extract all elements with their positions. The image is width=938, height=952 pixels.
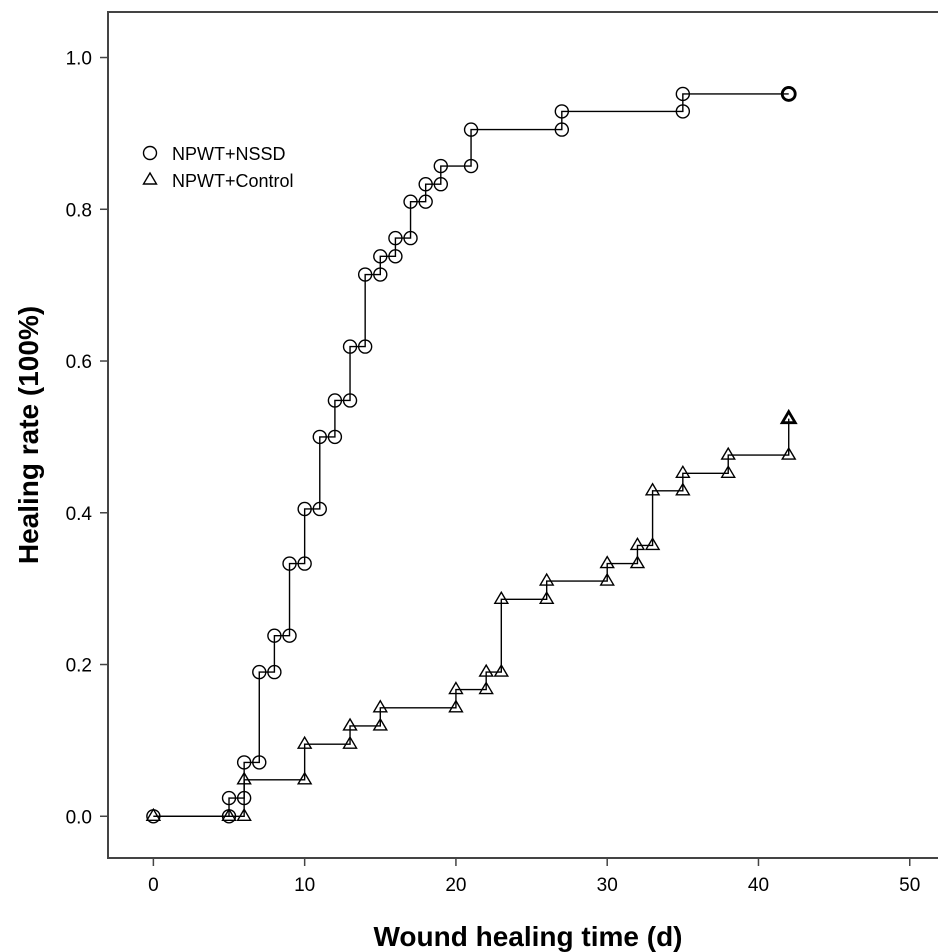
data-point-npwt-control bbox=[493, 663, 510, 677]
data-point-npwt-nssd bbox=[463, 158, 479, 174]
data-point-npwt-nssd bbox=[282, 628, 297, 643]
y-tick-label: 0.2 bbox=[66, 656, 92, 677]
series-lines bbox=[153, 93, 790, 817]
data-point-npwt-nssd bbox=[357, 267, 373, 282]
data-point-npwt-nssd bbox=[675, 86, 691, 102]
data-point-npwt-control bbox=[236, 771, 252, 785]
data-point-npwt-nssd bbox=[373, 267, 388, 282]
data-point-npwt-nssd bbox=[433, 158, 448, 174]
data-point-npwt-nssd bbox=[282, 556, 297, 571]
data-point-npwt-nssd bbox=[433, 177, 448, 192]
series-line-npwt-control bbox=[153, 418, 790, 817]
data-point-npwt-nssd bbox=[312, 429, 327, 445]
data-point-npwt-nssd bbox=[327, 393, 343, 408]
data-point-npwt-nssd bbox=[554, 122, 570, 137]
data-point-npwt-nssd bbox=[675, 104, 691, 119]
data-point-npwt-nssd bbox=[267, 664, 282, 680]
data-point-npwt-nssd bbox=[418, 177, 433, 192]
data-point-npwt-nssd bbox=[373, 249, 388, 264]
data-point-npwt-nssd bbox=[236, 790, 252, 806]
data-point-npwt-control bbox=[675, 482, 691, 496]
y-tick-label: 0.4 bbox=[66, 504, 93, 525]
data-point-npwt-control bbox=[342, 717, 358, 731]
data-point-npwt-control bbox=[221, 807, 237, 821]
data-point-npwt-control bbox=[644, 537, 661, 551]
x-axis-title: Wound healing time (d) bbox=[373, 921, 682, 952]
data-point-npwt-control bbox=[720, 464, 736, 479]
data-point-npwt-nssd bbox=[221, 790, 237, 806]
data-point-npwt-control bbox=[296, 735, 313, 749]
data-point-npwt-control bbox=[644, 482, 661, 496]
data-point-npwt-control bbox=[342, 735, 358, 749]
legend-label-npwt-control: NPWT+Control bbox=[172, 171, 294, 191]
data-point-npwt-control bbox=[599, 555, 615, 569]
series-line-npwt-nssd bbox=[153, 93, 789, 817]
y-tick-label: 0.8 bbox=[66, 200, 92, 221]
data-point-npwt-nssd bbox=[463, 122, 479, 137]
data-point-npwt-control bbox=[538, 572, 555, 586]
data-point-npwt-nssd bbox=[327, 429, 343, 445]
x-tick-label: 10 bbox=[294, 875, 315, 896]
data-point-npwt-nssd bbox=[342, 393, 358, 408]
data-point-npwt-control bbox=[236, 807, 252, 821]
data-point-npwt-nssd bbox=[312, 501, 327, 517]
x-tick-label: 0 bbox=[148, 875, 159, 896]
data-point-npwt-nssd bbox=[342, 339, 358, 354]
data-point-npwt-nssd bbox=[388, 249, 403, 264]
data-point-npwt-control bbox=[448, 681, 464, 695]
data-point-npwt-nssd bbox=[297, 556, 312, 571]
data-point-npwt-control bbox=[448, 699, 464, 713]
series-markers bbox=[145, 86, 798, 824]
x-tick-label: 30 bbox=[597, 875, 618, 896]
data-point-npwt-control bbox=[296, 771, 313, 785]
data-point-npwt-control bbox=[372, 699, 389, 713]
legend-marker-npwt-nssd bbox=[142, 145, 158, 161]
data-point-npwt-control bbox=[538, 590, 555, 604]
data-point-npwt-control bbox=[599, 572, 615, 586]
x-tick-label: 40 bbox=[748, 875, 769, 896]
data-point-npwt-control bbox=[372, 717, 389, 731]
y-tick-label: 0.6 bbox=[66, 352, 92, 373]
data-point-npwt-control bbox=[720, 446, 736, 460]
data-point-npwt-control bbox=[629, 555, 646, 569]
y-tick-label: 1.0 bbox=[66, 49, 92, 70]
data-point-npwt-nssd bbox=[297, 501, 312, 517]
censored-point-npwt-nssd bbox=[780, 86, 797, 102]
data-point-npwt-nssd bbox=[403, 194, 418, 209]
axis-ticks: 0 10 20 30 40 50 0.0 0.2 0.4 0.6 0.8 1.0 bbox=[66, 49, 921, 896]
data-point-npwt-nssd bbox=[403, 230, 418, 246]
data-point-npwt-control bbox=[629, 537, 646, 551]
data-point-npwt-nssd bbox=[252, 664, 267, 680]
data-point-npwt-control bbox=[478, 663, 494, 677]
data-point-npwt-nssd bbox=[267, 628, 282, 643]
data-point-npwt-control bbox=[675, 464, 691, 479]
data-point-npwt-nssd bbox=[388, 230, 403, 246]
data-point-npwt-nssd bbox=[252, 755, 267, 770]
data-point-npwt-nssd bbox=[357, 339, 373, 354]
data-point-npwt-nssd bbox=[554, 104, 570, 119]
legend-label-npwt-nssd: NPWT+NSSD bbox=[172, 144, 286, 164]
data-point-npwt-nssd bbox=[418, 194, 433, 209]
legend: NPWT+NSSD NPWT+Control bbox=[142, 144, 294, 191]
y-tick-label: 0.0 bbox=[66, 807, 92, 828]
x-tick-label: 20 bbox=[445, 875, 466, 896]
data-point-npwt-control bbox=[145, 807, 162, 821]
data-point-npwt-nssd bbox=[236, 755, 252, 770]
data-point-npwt-control bbox=[478, 681, 494, 695]
censored-point-npwt-control bbox=[779, 408, 798, 425]
plot-frame bbox=[107, 11, 938, 859]
legend-marker-npwt-control bbox=[142, 171, 158, 185]
data-point-npwt-control bbox=[493, 590, 510, 604]
data-point-npwt-control bbox=[781, 446, 797, 460]
y-axis-title: Healing rate (100%) bbox=[13, 306, 44, 564]
x-tick-label: 50 bbox=[899, 875, 920, 896]
